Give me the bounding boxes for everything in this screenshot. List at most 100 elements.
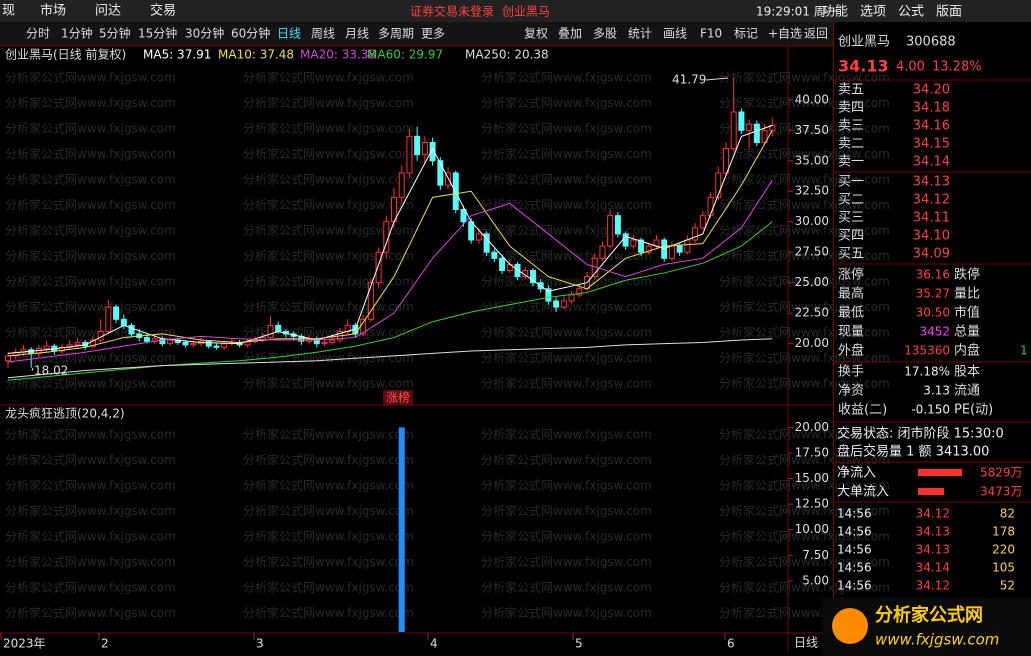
candle-body bbox=[329, 339, 336, 343]
annotation-arrow bbox=[705, 77, 729, 81]
y-tick-label: 35.00 bbox=[795, 153, 829, 167]
candle-body bbox=[514, 263, 521, 278]
flow-value: 3473万 bbox=[980, 485, 1023, 499]
toolbar-item[interactable]: 周线 bbox=[311, 27, 335, 41]
menu-item[interactable]: 现 bbox=[2, 4, 15, 19]
candle-body bbox=[43, 345, 50, 350]
toolbar-item[interactable]: 多股 bbox=[593, 27, 617, 41]
watermark: 分析家公式网www.fxjgsw.com bbox=[719, 376, 890, 391]
stat-label: 最低 bbox=[838, 306, 864, 321]
candle-body bbox=[638, 239, 645, 253]
candle-body bbox=[120, 318, 127, 326]
candle-body bbox=[607, 215, 614, 247]
order-label: 卖三 bbox=[838, 119, 864, 134]
status: 盘后交易量 1 额 3413.00 bbox=[837, 444, 989, 460]
toolbar-item[interactable]: 叠加 bbox=[558, 27, 582, 41]
y-tick-label: 32.50 bbox=[795, 184, 829, 198]
watermark: 分析家公式网www.fxjgsw.com bbox=[481, 478, 652, 493]
order-label: 买二 bbox=[838, 193, 864, 208]
stat-value: 3.13 bbox=[923, 384, 950, 398]
trade-volume: 82 bbox=[1000, 507, 1015, 521]
stat-label: 换手 bbox=[838, 365, 864, 380]
change-pct: 13.28% bbox=[932, 60, 982, 75]
trade-time: 14:56 bbox=[837, 543, 872, 557]
right-menu-item[interactable]: 公式 bbox=[898, 5, 924, 20]
watermark: 分析家公式网www.fxjgsw.com bbox=[5, 70, 176, 85]
candle-body bbox=[475, 233, 482, 241]
right-menu-item[interactable]: 选项 bbox=[860, 5, 886, 20]
toolbar-item[interactable]: 60分钟 bbox=[231, 26, 270, 41]
flow-label: 大单流入 bbox=[837, 485, 889, 500]
toolbar-item[interactable]: 15分钟 bbox=[138, 26, 177, 41]
watermark: 分析家公式网www.fxjgsw.com bbox=[243, 605, 414, 620]
y-tick-label: 37.50 bbox=[795, 123, 829, 137]
candle-body bbox=[545, 288, 552, 302]
order-label: 买四 bbox=[838, 229, 864, 244]
menu-item[interactable]: 交易 bbox=[150, 3, 176, 19]
toolbar-item[interactable]: 5分钟 bbox=[99, 26, 131, 41]
x-tick-label: 2 bbox=[101, 637, 109, 651]
toolbar-item[interactable]: 更多 bbox=[421, 27, 445, 41]
watermark: 分析家公式网www.fxjgsw.com bbox=[243, 197, 414, 212]
stat-label: 内盘 bbox=[954, 343, 980, 359]
right-menu-item[interactable]: 版面 bbox=[936, 5, 962, 20]
candle-body bbox=[699, 215, 706, 229]
toolbar-item[interactable]: F10 bbox=[700, 27, 722, 41]
watermark: 分析家公式网www.fxjgsw.com bbox=[243, 580, 414, 595]
toolbar-item[interactable]: 1分钟 bbox=[61, 26, 93, 41]
toolbar-item[interactable]: 标记 bbox=[734, 27, 758, 41]
watermark: 分析家公式网www.fxjgsw.com bbox=[243, 427, 414, 442]
x-tick-label: 4 bbox=[430, 637, 438, 651]
y-tick-label: 17.50 bbox=[795, 446, 829, 460]
toolbar-item[interactable]: 分时 bbox=[26, 27, 50, 41]
stat-value: 35.27 bbox=[916, 287, 950, 301]
watermark: 分析家公式网www.fxjgsw.com bbox=[5, 172, 176, 187]
y-tick-label: 20.00 bbox=[795, 336, 829, 350]
watermark: 分析家公式网www.fxjgsw.com bbox=[719, 325, 890, 340]
logo-url: www.fxjgsw.com bbox=[875, 631, 999, 649]
watermark: 分析家公式网www.fxjgsw.com bbox=[5, 478, 176, 493]
watermark: 分析家公式网www.fxjgsw.com bbox=[719, 197, 890, 212]
toolbar-item[interactable]: 复权 bbox=[524, 27, 548, 41]
toolbar-item[interactable]: 画线 bbox=[663, 27, 687, 41]
candle-body bbox=[468, 221, 475, 241]
legend-entry: MA20: 33.38 bbox=[300, 48, 376, 62]
watermark: 分析家公式网www.fxjgsw.com bbox=[5, 325, 176, 340]
stock-name: 创业黑马 bbox=[838, 35, 890, 50]
menu-item[interactable]: 市场 bbox=[40, 3, 66, 19]
candle-body bbox=[622, 233, 629, 247]
toolbar-item[interactable]: 统计 bbox=[628, 27, 652, 41]
menu-item[interactable]: 问达 bbox=[95, 4, 121, 19]
right-menu-item[interactable]: 功能 bbox=[822, 5, 848, 20]
indicator-title: 龙头疯狂逃顶(20,4,2) bbox=[5, 406, 125, 421]
order-price: 34.18 bbox=[913, 101, 950, 116]
watermark: 分析家公式网www.fxjgsw.com bbox=[719, 70, 890, 85]
watermark: 分析家公式网www.fxjgsw.com bbox=[481, 376, 652, 391]
watermark: 分析家公式网www.fxjgsw.com bbox=[243, 70, 414, 85]
toolbar-item[interactable]: 月线 bbox=[345, 27, 369, 41]
toolbar-item[interactable]: 返回 bbox=[804, 27, 828, 41]
stat-value: 3452 bbox=[919, 325, 950, 339]
watermark: 分析家公式网www.fxjgsw.com bbox=[243, 248, 414, 263]
watermark: 分析家公式网www.fxjgsw.com bbox=[243, 503, 414, 518]
candle-body bbox=[676, 245, 683, 253]
order-label: 买一 bbox=[838, 175, 864, 190]
badge: 涨榜 bbox=[386, 390, 410, 405]
watermark: 分析家公式网www.fxjgsw.com bbox=[719, 95, 890, 110]
y-tick-label: 22.50 bbox=[795, 306, 829, 320]
watermark: 分析家公式网www.fxjgsw.com bbox=[719, 427, 890, 442]
change: 4.00 bbox=[896, 60, 925, 75]
toolbar-item[interactable]: +自选 bbox=[768, 27, 802, 41]
stat-value: 17.18% bbox=[904, 365, 950, 379]
candle-body bbox=[553, 300, 560, 308]
candle-body bbox=[599, 245, 606, 259]
candle-body bbox=[715, 172, 722, 198]
toolbar-item[interactable]: 30分钟 bbox=[185, 26, 224, 41]
toolbar-item[interactable]: 日线 bbox=[277, 27, 301, 41]
watermark: 分析家公式网www.fxjgsw.com bbox=[481, 350, 652, 365]
watermark: 分析家公式网www.fxjgsw.com bbox=[481, 121, 652, 136]
toolbar-item[interactable]: 多周期 bbox=[378, 27, 414, 41]
menu-bar bbox=[0, 0, 1031, 22]
watermark: 分析家公式网www.fxjgsw.com bbox=[719, 299, 890, 314]
watermark: 分析家公式网www.fxjgsw.com bbox=[5, 197, 176, 212]
